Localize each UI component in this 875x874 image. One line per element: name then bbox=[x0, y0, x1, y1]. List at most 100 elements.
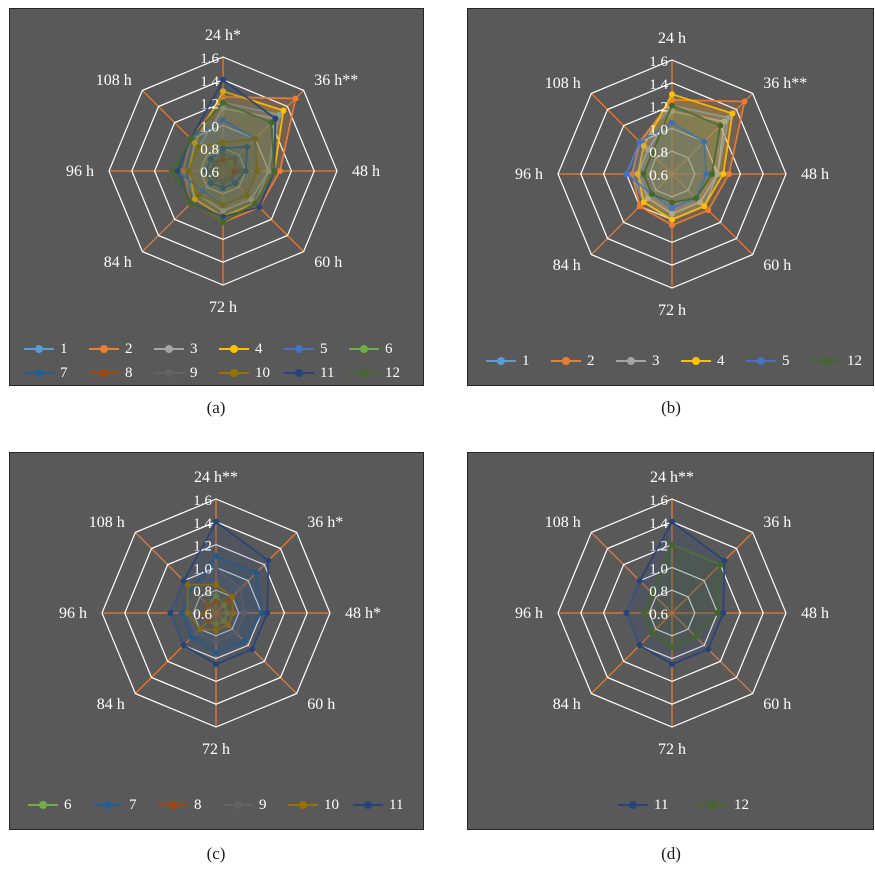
series-point bbox=[717, 561, 724, 568]
series-point bbox=[180, 168, 187, 174]
grid-spoke bbox=[590, 612, 673, 695]
series-point bbox=[221, 601, 228, 608]
grid-ring bbox=[124, 521, 308, 705]
series-point bbox=[725, 114, 732, 121]
grid-ring bbox=[101, 498, 331, 728]
series-point bbox=[237, 168, 244, 174]
series-point bbox=[636, 203, 643, 210]
category-label: 36 h** bbox=[314, 72, 358, 89]
legend-label: 9 bbox=[259, 796, 267, 813]
legend-label: 1 bbox=[60, 340, 68, 357]
legend-swatch bbox=[698, 799, 728, 811]
series-point bbox=[244, 143, 251, 150]
tick-label: 1.2 bbox=[193, 539, 212, 555]
series-point bbox=[648, 589, 655, 596]
series-point bbox=[669, 102, 675, 109]
grid-ring bbox=[146, 543, 286, 683]
legend-label: 4 bbox=[255, 340, 263, 357]
grid-ring bbox=[602, 543, 742, 683]
category-label: 60 h bbox=[763, 696, 791, 713]
tick-label: 0.6 bbox=[649, 607, 668, 623]
legend-swatch bbox=[89, 343, 119, 355]
radar-panel-d: 0.6 0.8 1.0 1.2 1.4 1.6 24 h** 36 h 48 h 60 h 72 h… bbox=[467, 452, 874, 830]
series-point bbox=[705, 207, 712, 214]
series-point bbox=[244, 192, 251, 199]
series-9 bbox=[184, 564, 248, 645]
series-point bbox=[204, 601, 211, 608]
series-point bbox=[669, 119, 675, 126]
category-label: 36 h** bbox=[763, 75, 807, 92]
legend-swatch bbox=[89, 367, 119, 379]
series-point bbox=[220, 179, 226, 186]
series-point bbox=[644, 195, 651, 202]
series-12 bbox=[640, 541, 724, 651]
legend-label: 11 bbox=[654, 796, 669, 813]
category-label: 96 h bbox=[59, 605, 87, 622]
legend-swatch bbox=[349, 367, 379, 379]
legend-label: 5 bbox=[320, 340, 328, 357]
legend-item-4: 4 bbox=[681, 349, 746, 373]
legend-swatch bbox=[93, 799, 123, 811]
category-label: 48 h bbox=[801, 166, 829, 183]
series-point bbox=[265, 168, 272, 174]
tick-label: 1.4 bbox=[200, 74, 219, 90]
legend-swatch bbox=[284, 343, 314, 355]
category-label: 72 h bbox=[658, 741, 686, 758]
legend-label: 12 bbox=[734, 796, 749, 813]
grid-spoke bbox=[590, 92, 673, 175]
radar-chart-d: 0.6 0.8 1.0 1.2 1.4 1.6 24 h** 36 h 48 h 60 h 72 h… bbox=[515, 469, 829, 758]
series-point bbox=[233, 630, 240, 637]
grid-spoke bbox=[671, 531, 754, 614]
legend-swatch bbox=[811, 355, 841, 367]
series-point bbox=[213, 627, 219, 634]
legend-label: 11 bbox=[320, 364, 335, 381]
series-point bbox=[220, 219, 226, 226]
series-point bbox=[640, 610, 647, 616]
radar-chart-c: 0.6 0.8 1.0 1.2 1.4 1.6 24 h** 36 h* 48 h* 60 h 72… bbox=[59, 469, 381, 758]
series-point bbox=[220, 99, 226, 106]
series-point bbox=[669, 210, 675, 217]
tick-label: 1.2 bbox=[649, 539, 668, 555]
series-point bbox=[272, 115, 279, 122]
legend-swatch bbox=[349, 343, 379, 355]
category-label: 60 h bbox=[314, 254, 342, 271]
legend-item-5: 5 bbox=[746, 349, 811, 373]
tick-label: 0.6 bbox=[193, 607, 212, 623]
series-point bbox=[213, 592, 219, 599]
series-point bbox=[714, 171, 721, 177]
series-point bbox=[201, 610, 208, 616]
series-point bbox=[640, 171, 647, 177]
series-point bbox=[220, 88, 226, 95]
series-point bbox=[726, 171, 732, 177]
legend-label: 12 bbox=[385, 364, 400, 381]
category-label: 96 h bbox=[515, 605, 543, 622]
series-point bbox=[720, 610, 727, 616]
series-point bbox=[220, 116, 226, 123]
legend-swatch bbox=[154, 367, 184, 379]
category-label: 96 h bbox=[515, 166, 543, 183]
series-point bbox=[268, 119, 275, 126]
series-point bbox=[276, 111, 283, 118]
legend-label: 12 bbox=[847, 352, 862, 369]
tick-label: 1.0 bbox=[200, 119, 219, 135]
series-point bbox=[213, 518, 219, 525]
legend-item-11: 11 bbox=[618, 793, 698, 817]
series-point bbox=[256, 204, 263, 211]
category-label: 84 h bbox=[553, 257, 581, 274]
legend-swatch bbox=[28, 799, 58, 811]
tick-label: 0.8 bbox=[200, 142, 219, 158]
series-point bbox=[191, 139, 198, 146]
series-point bbox=[220, 139, 226, 146]
series-point bbox=[693, 634, 700, 641]
series-point bbox=[648, 191, 655, 198]
legend-item-3: 3 bbox=[616, 349, 681, 373]
legend-item-7: 7 bbox=[93, 793, 158, 817]
category-label: 72 h bbox=[658, 302, 686, 319]
series-point bbox=[623, 610, 630, 616]
series-point bbox=[292, 95, 299, 102]
series-point bbox=[640, 142, 647, 149]
grid-spoke bbox=[671, 92, 754, 175]
series-point bbox=[213, 621, 219, 628]
series-point bbox=[669, 518, 675, 525]
radar-panel-b: 0.6 0.8 1.0 1.2 1.4 1.6 24 h 36 h** 48 h 60 h 72 h… bbox=[467, 8, 874, 386]
